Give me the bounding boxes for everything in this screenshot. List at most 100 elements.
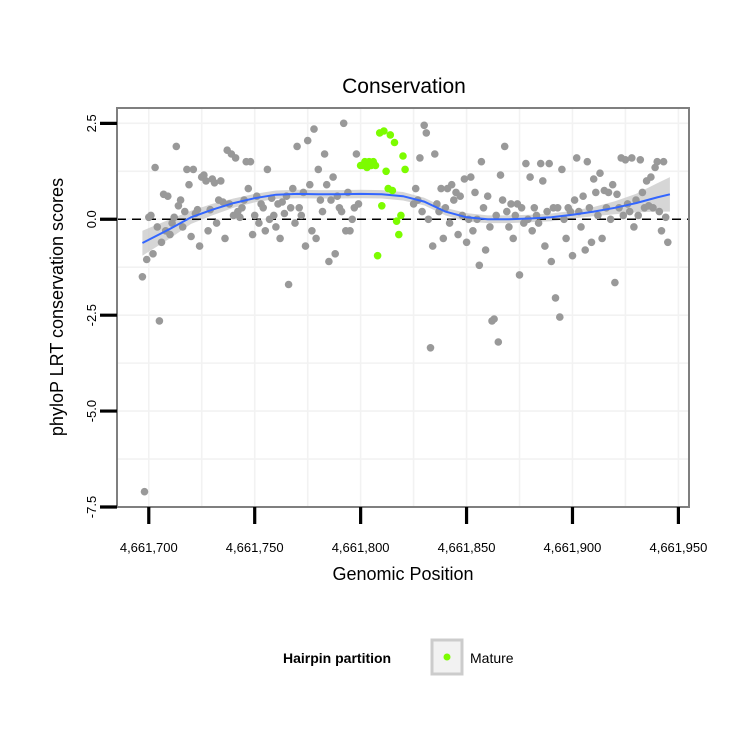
data-point	[289, 184, 297, 193]
data-point	[469, 227, 477, 235]
data-point	[176, 196, 185, 204]
data-point	[653, 157, 661, 166]
data-point	[568, 251, 577, 260]
data-point	[494, 338, 503, 346]
data-point	[534, 219, 543, 227]
legend-key	[430, 638, 464, 676]
data-point	[598, 234, 606, 243]
mature-data-point	[371, 161, 380, 170]
mature-data-point	[380, 127, 388, 135]
grid	[117, 108, 689, 508]
data-point	[528, 227, 536, 235]
data-point	[566, 207, 575, 216]
data-point	[140, 487, 149, 496]
data-point	[619, 211, 628, 220]
x-tick-label: 4,661,700	[120, 540, 178, 555]
data-point	[246, 157, 255, 166]
data-point	[138, 273, 147, 281]
data-point	[314, 165, 323, 174]
data-point	[293, 142, 301, 151]
data-point	[204, 227, 212, 235]
data-point	[479, 204, 488, 212]
data-point	[278, 198, 287, 206]
data-point	[420, 121, 429, 130]
data-point	[348, 215, 357, 224]
panel-border	[116, 107, 690, 508]
data-point	[301, 242, 310, 250]
data-point	[611, 278, 619, 287]
data-point	[312, 234, 320, 243]
data-point	[664, 238, 672, 247]
data-point	[164, 192, 172, 200]
data-point	[517, 204, 526, 212]
data-point	[291, 219, 299, 227]
data-point	[318, 207, 327, 216]
data-point	[467, 173, 475, 181]
x-tick-label: 4,661,800	[332, 540, 390, 555]
data-point	[325, 257, 333, 266]
y-tick-label: -7.5	[84, 496, 99, 518]
x-tick-label: 4,661,950	[649, 540, 707, 555]
data-point	[562, 234, 570, 243]
mature-data-point	[378, 202, 386, 210]
y-tick-label: -2.5	[84, 304, 99, 326]
data-point	[297, 211, 306, 220]
data-point	[583, 157, 592, 166]
data-point	[422, 129, 431, 137]
plot-panel	[116, 107, 690, 508]
data-point	[250, 211, 259, 220]
data-point	[280, 209, 289, 218]
data-point	[431, 150, 439, 158]
data-point	[543, 207, 551, 216]
data-point	[551, 294, 560, 302]
mature-data-point	[386, 131, 395, 139]
data-point	[636, 156, 645, 164]
data-point	[327, 196, 335, 204]
legend-title: Hairpin partition	[283, 650, 391, 666]
data-point	[587, 238, 596, 247]
data-point	[558, 165, 566, 174]
data-point	[596, 169, 604, 177]
data-point	[295, 204, 304, 212]
data-point	[490, 315, 498, 323]
data-point	[329, 173, 337, 181]
data-point	[217, 177, 225, 185]
data-point	[210, 179, 219, 187]
data-point	[155, 317, 164, 325]
data-point	[475, 261, 484, 270]
data-point	[634, 211, 642, 220]
data-point	[577, 223, 585, 231]
data-point	[320, 150, 329, 158]
data-point	[195, 242, 204, 250]
data-point	[608, 180, 617, 189]
data-point	[655, 207, 664, 216]
data-point	[181, 207, 189, 216]
data-point	[244, 184, 253, 193]
data-point	[613, 190, 621, 199]
legend-label-mature: Mature	[470, 650, 514, 666]
data-point	[153, 223, 162, 231]
data-point	[286, 204, 295, 212]
y-tick-label: 0.0	[84, 210, 99, 228]
data-point	[536, 159, 545, 168]
data-point	[276, 234, 284, 243]
data-point	[511, 211, 520, 220]
data-point	[147, 211, 155, 220]
smooth-line	[141, 192, 671, 244]
data-point	[416, 154, 424, 162]
mature-data-point	[373, 251, 382, 260]
mature-data-point	[388, 186, 397, 195]
data-point	[331, 250, 340, 258]
data-point	[259, 204, 268, 212]
data-point	[339, 119, 348, 128]
y-tick-label: -5.0	[84, 400, 99, 422]
data-point	[460, 175, 469, 183]
data-point	[189, 165, 198, 174]
data-point	[238, 204, 246, 212]
y-tick-label: 2.5	[84, 114, 99, 132]
data-point	[509, 234, 517, 243]
data-point	[236, 213, 244, 222]
mature-data-point	[390, 138, 399, 147]
data-point	[445, 219, 454, 227]
